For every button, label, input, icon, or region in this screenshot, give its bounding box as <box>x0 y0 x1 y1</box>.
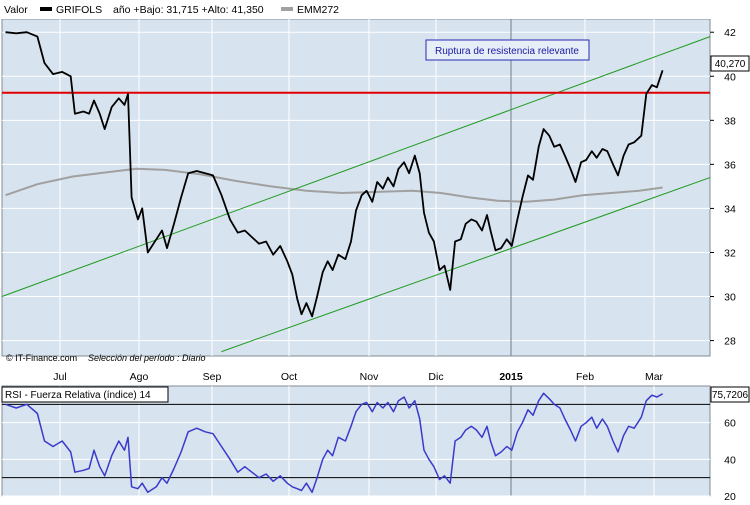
series-legend-swatch <box>40 7 52 11</box>
price-line <box>5 31 664 318</box>
price-plot-area <box>1 31 711 353</box>
rsi-y-tick-label: 60 <box>724 418 736 430</box>
price-y-tick-label: 40 <box>724 71 736 83</box>
price-y-tick-label: 32 <box>724 247 736 259</box>
x-tick-label: Nov <box>360 371 379 383</box>
series-name-label: GRIFOLS <box>56 4 102 16</box>
time-x-axis: Jul Ago Sep Oct Nov Dic 2015 Feb Mar <box>53 371 663 383</box>
x-tick-label: Jul <box>53 371 66 383</box>
x-tick-label: Oct <box>281 371 297 383</box>
x-tick-label: Mar <box>645 371 664 383</box>
price-y-tick-label: 38 <box>724 115 736 127</box>
annotation-text: Ruptura de resistencia relevante <box>435 46 579 57</box>
rsi-y-tick-label: 40 <box>724 454 736 466</box>
rsi-title: RSI - Fuerza Relativa (índice) 14 <box>5 390 151 401</box>
price-y-tick-label: 34 <box>724 203 736 215</box>
brand-text: © IT-Finance.com <box>6 353 77 363</box>
price-last-label: 40,270 <box>715 59 746 70</box>
x-tick-label: Dic <box>428 371 443 383</box>
price-y-axis: 28 30 32 34 36 38 40 42 <box>710 27 736 348</box>
channel-upper-line <box>1 36 711 297</box>
price-last-box <box>710 55 750 72</box>
header-band <box>0 0 750 19</box>
price-y-tick-label: 42 <box>724 27 736 39</box>
x-tick-label: Ago <box>130 371 149 383</box>
ma-legend-swatch <box>281 7 293 11</box>
price-y-tick-label: 28 <box>724 336 736 348</box>
rsi-y-tick-label: 20 <box>724 491 736 500</box>
annotation-box <box>425 39 590 61</box>
x-tick-label: 2015 <box>499 371 523 383</box>
price-y-tick-label: 30 <box>724 292 736 304</box>
x-tick-label: Sep <box>203 371 222 383</box>
rsi-y-axis: 20 40 60 <box>724 418 736 503</box>
rsi-line <box>5 392 663 494</box>
price-y-tick-label: 36 <box>724 159 736 171</box>
range-text: año +Bajo: 31,715 +Alto: 41,350 <box>113 4 264 16</box>
ma-name-label: EMM272 <box>297 4 339 16</box>
rsi-plot-area <box>2 392 710 494</box>
period-text: Selección del período : Diario <box>88 353 206 363</box>
channel-lower-line <box>221 177 711 353</box>
price-panel <box>1 18 711 357</box>
rsi-last-label: 75,7206 <box>712 390 749 401</box>
x-tick-label: Feb <box>576 371 594 383</box>
rsi-last-box <box>710 386 750 403</box>
valor-label: Valor <box>4 4 28 16</box>
ma-line <box>5 167 663 203</box>
rsi-title-box <box>1 386 169 403</box>
